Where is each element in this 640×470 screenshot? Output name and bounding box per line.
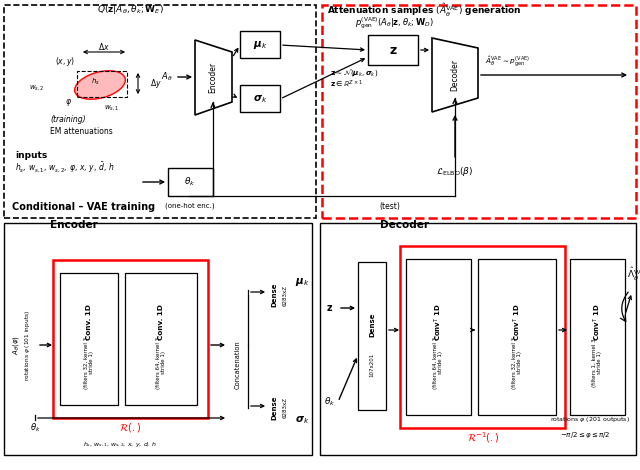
- Text: (one-hot enc.): (one-hot enc.): [165, 203, 215, 209]
- Text: $\mathbf{z}$: $\mathbf{z}$: [388, 44, 397, 56]
- Text: Encoder: Encoder: [50, 220, 98, 230]
- Text: Conv. 1D: Conv. 1D: [158, 304, 164, 340]
- Text: $\hat{A}_\theta^{\mathrm{VAE}}\sim p_{\mathrm{gen}}^{(\mathrm{VAE})}$: $\hat{A}_\theta^{\mathrm{VAE}}\sim p_{\m…: [485, 55, 530, 70]
- Ellipse shape: [75, 71, 125, 99]
- Bar: [168, 168, 213, 196]
- Text: 6283xZ: 6283xZ: [282, 398, 287, 418]
- Text: $h_s,\, w_{s,1},\, w_{s,2},\, \varphi,\, x,\, y,\, \bar{d},\, h$: $h_s,\, w_{s,1},\, w_{s,2},\, \varphi,\,…: [15, 161, 115, 175]
- Text: $\mathbf{z}\sim\mathcal{N}(\boldsymbol{\mu}_k,\boldsymbol{\sigma}_k)$: $\mathbf{z}\sim\mathcal{N}(\boldsymbol{\…: [330, 66, 378, 78]
- Bar: [77, 71, 127, 97]
- Text: $A_\theta$: $A_\theta$: [161, 71, 173, 83]
- Text: Conv$^\mathrm{T}$ 1D: Conv$^\mathrm{T}$ 1D: [433, 303, 444, 341]
- Text: Dense: Dense: [271, 283, 277, 307]
- Text: $h_s$: $h_s$: [91, 77, 99, 87]
- Text: Concatenation: Concatenation: [235, 341, 241, 389]
- Bar: [320, 223, 636, 455]
- Text: Conv$^\mathrm{T}$ 1D: Conv$^\mathrm{T}$ 1D: [591, 303, 603, 341]
- Polygon shape: [195, 40, 232, 115]
- Text: $\boldsymbol{\sigma}_k$: $\boldsymbol{\sigma}_k$: [253, 93, 268, 105]
- Bar: [570, 259, 625, 415]
- Text: Encoder: Encoder: [209, 62, 218, 93]
- Text: Conditional – VAE training: Conditional – VAE training: [12, 202, 155, 212]
- Text: $w_{s,1}$: $w_{s,1}$: [104, 103, 120, 112]
- Bar: [478, 259, 556, 415]
- Polygon shape: [432, 38, 478, 112]
- Text: EM attenuations: EM attenuations: [50, 127, 113, 136]
- Text: $Q(\mathbf{z}|A_\theta,\theta_k;\mathbf{W}_E)$: $Q(\mathbf{z}|A_\theta,\theta_k;\mathbf{…: [97, 3, 163, 16]
- Bar: [322, 5, 636, 218]
- Text: $\Delta x$: $\Delta x$: [98, 40, 110, 52]
- Text: $A_\theta(\varphi)$: $A_\theta(\varphi)$: [11, 335, 21, 355]
- Text: (filters 64, kernel 3,
stride 1): (filters 64, kernel 3, stride 1): [156, 335, 166, 389]
- Text: Dense: Dense: [271, 396, 277, 420]
- Text: $p_{\mathrm{gen}}^{(\mathrm{VAE})}(A_\theta|\mathbf{z},\theta_k;\mathbf{W}_D)$: $p_{\mathrm{gen}}^{(\mathrm{VAE})}(A_\th…: [355, 15, 434, 31]
- Text: rotations $\varphi$ (201 outputs): rotations $\varphi$ (201 outputs): [550, 415, 630, 424]
- Text: Decoder: Decoder: [380, 220, 429, 230]
- Text: 107x201: 107x201: [369, 353, 374, 377]
- Text: $h_s,\, w_{s,1},\, w_{s,2},\, x,\, y,\, d,\, h$: $h_s,\, w_{s,1},\, w_{s,2},\, x,\, y,\, …: [83, 441, 157, 449]
- Text: $\mathcal{R}^{-1}(.)$: $\mathcal{R}^{-1}(.)$: [467, 431, 499, 446]
- Text: rotations $\varphi$ (101 inputs): rotations $\varphi$ (101 inputs): [22, 309, 31, 381]
- Text: $(x,y)$: $(x,y)$: [55, 55, 76, 69]
- Text: Conv. 1D: Conv. 1D: [86, 304, 92, 340]
- Bar: [4, 5, 316, 218]
- Text: Decoder: Decoder: [451, 59, 460, 91]
- Text: (filters 1, kernel 3,
stride 1): (filters 1, kernel 3, stride 1): [591, 337, 602, 387]
- Text: (filters 64, kernel 3,
stride 1): (filters 64, kernel 3, stride 1): [433, 335, 444, 389]
- Text: $-\pi/2\leq\varphi\leq\pi/2$: $-\pi/2\leq\varphi\leq\pi/2$: [560, 430, 610, 440]
- Text: $\mathbf{z}\in\mathbb{R}^{Z\times 1}$: $\mathbf{z}\in\mathbb{R}^{Z\times 1}$: [330, 78, 363, 90]
- Text: Dense: Dense: [369, 313, 375, 337]
- Text: $\boldsymbol{\mu}_k$: $\boldsymbol{\mu}_k$: [295, 276, 309, 288]
- Bar: [4, 223, 312, 455]
- Bar: [125, 273, 197, 405]
- Text: $\mathbf{z}$: $\mathbf{z}$: [326, 303, 333, 313]
- Text: $\Delta y$: $\Delta y$: [150, 77, 162, 89]
- Text: (filters 32, kernel 3,
stride 1): (filters 32, kernel 3, stride 1): [511, 335, 522, 389]
- Text: 6283xZ: 6283xZ: [282, 284, 287, 306]
- Bar: [53, 260, 208, 418]
- Text: $\hat{\Lambda}_\theta^{\mathrm{VAE}}(\varphi)$: $\hat{\Lambda}_\theta^{\mathrm{VAE}}(\va…: [627, 266, 640, 282]
- Text: $w_{s,2}$: $w_{s,2}$: [29, 84, 44, 93]
- Bar: [240, 85, 280, 112]
- Bar: [60, 273, 118, 405]
- Text: $\theta_k$: $\theta_k$: [184, 176, 196, 188]
- Text: $\mathcal{R}(.)$: $\mathcal{R}(.)$: [119, 421, 141, 433]
- Text: (test): (test): [380, 202, 401, 211]
- Bar: [358, 262, 386, 410]
- Bar: [368, 35, 418, 65]
- Text: $\mathcal{L}_{\mathrm{ELBO}}(\beta)$: $\mathcal{L}_{\mathrm{ELBO}}(\beta)$: [436, 165, 474, 179]
- Text: $\varphi$: $\varphi$: [65, 96, 72, 108]
- Text: $\boldsymbol{\mu}_k$: $\boldsymbol{\mu}_k$: [253, 39, 268, 51]
- Text: (training): (training): [50, 116, 86, 125]
- Text: $\theta_k$: $\theta_k$: [324, 396, 336, 408]
- Text: (filters 32, kernel 3,
stride 1): (filters 32, kernel 3, stride 1): [84, 335, 95, 389]
- Bar: [400, 246, 565, 428]
- Bar: [406, 259, 471, 415]
- Bar: [240, 31, 280, 58]
- Text: inputs: inputs: [15, 150, 47, 159]
- Text: Conv$^\mathrm{T}$ 1D: Conv$^\mathrm{T}$ 1D: [511, 303, 523, 341]
- Text: Attenuation samples $(\hat{A}_\theta^{\mathrm{VAE}})$ generation: Attenuation samples $(\hat{A}_\theta^{\m…: [327, 1, 522, 18]
- Text: $\boldsymbol{\sigma}_k$: $\boldsymbol{\sigma}_k$: [294, 414, 309, 426]
- Text: $\theta_k$: $\theta_k$: [29, 422, 40, 434]
